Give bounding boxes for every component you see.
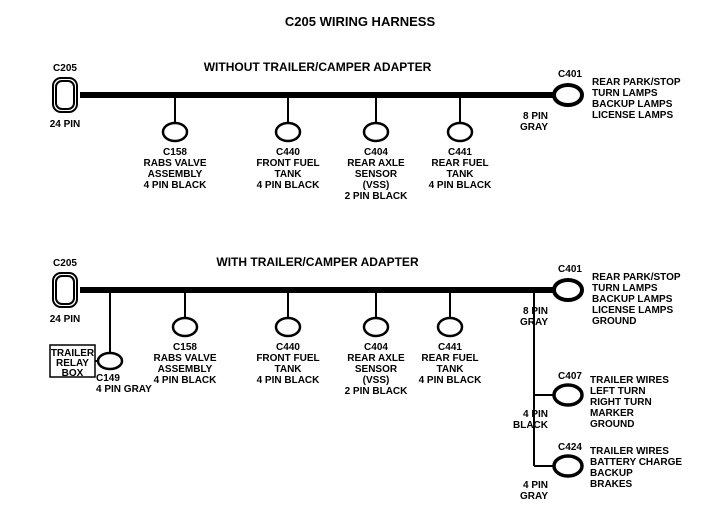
connector-code: C205 xyxy=(53,258,77,269)
svg-text:RABS VALVE: RABS VALVE xyxy=(144,158,207,169)
svg-text:TANK: TANK xyxy=(274,169,302,180)
svg-text:BRAKES: BRAKES xyxy=(590,479,633,490)
svg-text:RABS VALVE: RABS VALVE xyxy=(154,353,217,364)
branch-color: BLACK xyxy=(513,420,549,431)
svg-text:4 PIN BLACK: 4 PIN BLACK xyxy=(419,375,483,386)
drop-code: C440 xyxy=(276,147,300,158)
connector-code: C401 xyxy=(558,69,582,80)
svg-text:2 PIN BLACK: 2 PIN BLACK xyxy=(345,386,409,397)
svg-text:TRAILER WIRES: TRAILER WIRES xyxy=(590,446,669,457)
drop-code: C158 xyxy=(163,147,187,158)
svg-text:REAR PARK/STOP: REAR PARK/STOP xyxy=(592,77,681,88)
drop-code: C158 xyxy=(173,342,197,353)
svg-text:4 PIN BLACK: 4 PIN BLACK xyxy=(257,180,321,191)
connector-pins: 8 PIN xyxy=(523,111,548,122)
relay-code: C149 xyxy=(96,373,120,384)
drop-code: C441 xyxy=(448,147,472,158)
svg-text:REAR PARK/STOP: REAR PARK/STOP xyxy=(592,272,681,283)
svg-text:BATTERY CHARGE: BATTERY CHARGE xyxy=(590,457,682,468)
svg-text:BACKUP: BACKUP xyxy=(590,468,633,479)
svg-text:MARKER: MARKER xyxy=(590,408,635,419)
drop-code: C440 xyxy=(276,342,300,353)
svg-text:(VSS): (VSS) xyxy=(363,180,390,191)
connector-code: C205 xyxy=(53,63,77,74)
svg-text:2 PIN BLACK: 2 PIN BLACK xyxy=(345,191,409,202)
svg-text:LEFT TURN: LEFT TURN xyxy=(590,386,646,397)
svg-text:FRONT FUEL: FRONT FUEL xyxy=(256,353,319,364)
svg-text:FRONT FUEL: FRONT FUEL xyxy=(256,158,319,169)
branch-code: C407 xyxy=(558,371,582,382)
svg-text:TANK: TANK xyxy=(274,364,302,375)
svg-text:TANK: TANK xyxy=(436,364,464,375)
svg-text:REAR FUEL: REAR FUEL xyxy=(421,353,478,364)
svg-text:SENSOR: SENSOR xyxy=(355,364,398,375)
svg-text:BACKUP LAMPS: BACKUP LAMPS xyxy=(592,294,673,305)
drop-code: C404 xyxy=(364,147,388,158)
svg-text:LICENSE LAMPS: LICENSE LAMPS xyxy=(592,305,673,316)
svg-text:REAR AXLE: REAR AXLE xyxy=(347,353,405,364)
section-subtitle: WITH TRAILER/CAMPER ADAPTER xyxy=(216,255,419,269)
drop-code: C441 xyxy=(438,342,462,353)
svg-text:GROUND: GROUND xyxy=(592,316,636,327)
svg-text:ASSEMBLY: ASSEMBLY xyxy=(148,169,203,180)
svg-text:4 PIN BLACK: 4 PIN BLACK xyxy=(154,375,218,386)
svg-text:4 PIN BLACK: 4 PIN BLACK xyxy=(429,180,493,191)
page-title: C205 WIRING HARNESS xyxy=(285,14,436,29)
svg-text:TURN LAMPS: TURN LAMPS xyxy=(592,283,658,294)
connector-code: C401 xyxy=(558,264,582,275)
svg-text:REAR FUEL: REAR FUEL xyxy=(431,158,488,169)
connector-pins: 24 PIN xyxy=(50,119,81,130)
svg-text:4 PIN BLACK: 4 PIN BLACK xyxy=(144,180,208,191)
branch-pins: 4 PIN xyxy=(523,409,548,420)
drop-code: C404 xyxy=(364,342,388,353)
connector-color: GRAY xyxy=(520,122,548,133)
relay-pins: 4 PIN GRAY xyxy=(96,384,152,395)
svg-text:TANK: TANK xyxy=(446,169,474,180)
svg-text:TRAILER WIRES: TRAILER WIRES xyxy=(590,375,669,386)
branch-code: C424 xyxy=(558,442,582,453)
branch-color: GRAY xyxy=(520,491,548,502)
svg-text:RIGHT TURN: RIGHT TURN xyxy=(590,397,652,408)
svg-text:4 PIN BLACK: 4 PIN BLACK xyxy=(257,375,321,386)
svg-text:BOX: BOX xyxy=(62,368,84,379)
connector-pins: 8 PIN xyxy=(523,306,548,317)
svg-text:TURN LAMPS: TURN LAMPS xyxy=(592,88,658,99)
section-subtitle: WITHOUT TRAILER/CAMPER ADAPTER xyxy=(204,60,432,74)
svg-text:SENSOR: SENSOR xyxy=(355,169,398,180)
svg-text:ASSEMBLY: ASSEMBLY xyxy=(158,364,213,375)
svg-text:(VSS): (VSS) xyxy=(363,375,390,386)
connector-pins: 24 PIN xyxy=(50,314,81,325)
svg-text:BACKUP LAMPS: BACKUP LAMPS xyxy=(592,99,673,110)
svg-text:LICENSE LAMPS: LICENSE LAMPS xyxy=(592,110,673,121)
svg-text:GROUND: GROUND xyxy=(590,419,634,430)
branch-pins: 4 PIN xyxy=(523,480,548,491)
svg-text:REAR AXLE: REAR AXLE xyxy=(347,158,405,169)
